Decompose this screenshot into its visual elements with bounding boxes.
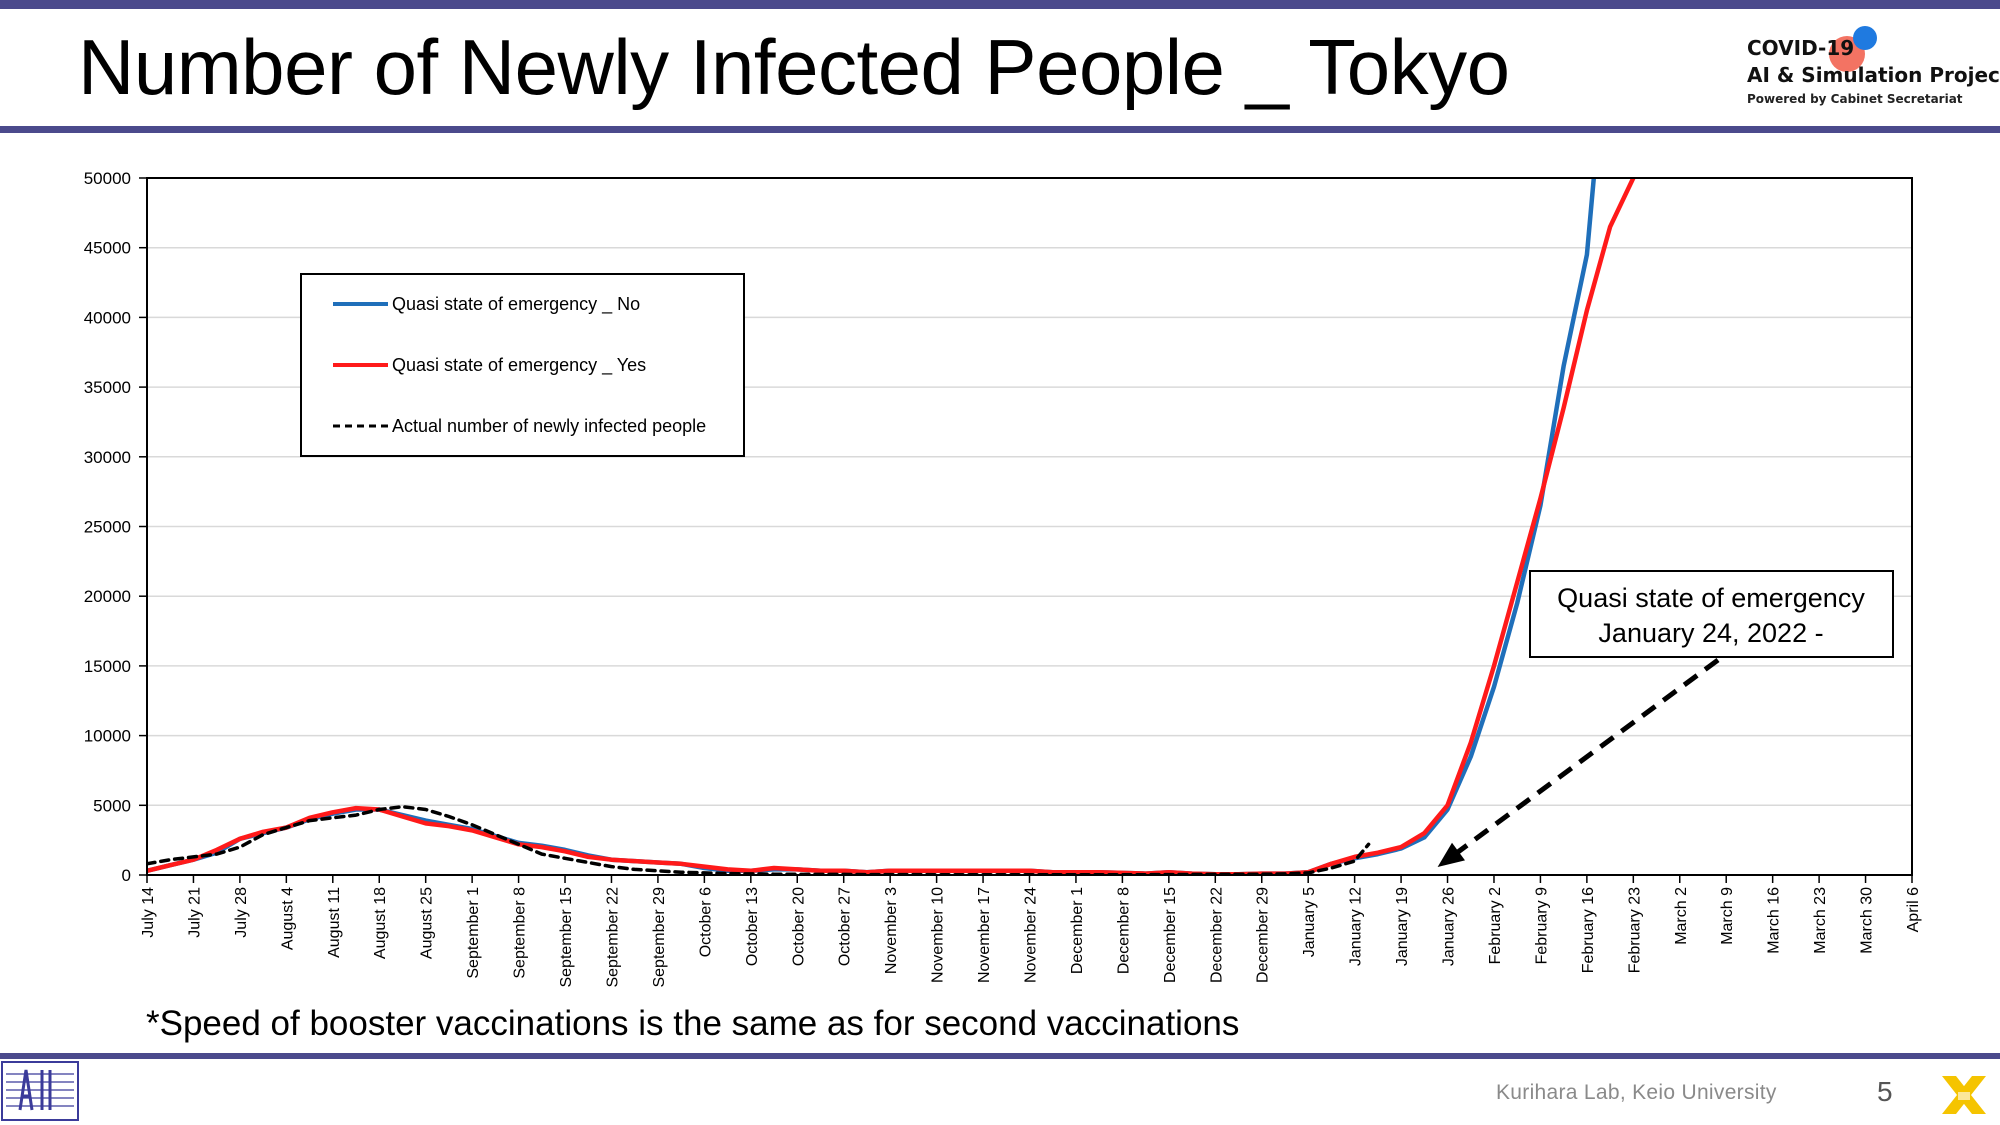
x-tick-label: March 9 bbox=[1719, 887, 1736, 945]
y-tick-label: 40000 bbox=[84, 308, 131, 327]
annotation-line1: Quasi state of emergency bbox=[1557, 583, 1865, 613]
x-tick-label: July 14 bbox=[140, 887, 157, 938]
x-tick-label: November 3 bbox=[883, 887, 900, 974]
x-tick-label: October 6 bbox=[697, 887, 714, 957]
annotation-arrowhead bbox=[1437, 842, 1465, 867]
x-tick-label: February 9 bbox=[1533, 887, 1550, 964]
footnote: *Speed of booster vaccinations is the sa… bbox=[146, 1004, 1240, 1043]
y-tick-label: 25000 bbox=[84, 518, 131, 537]
top-accent-bar bbox=[0, 0, 2000, 9]
x-tick-label: August 4 bbox=[279, 887, 296, 950]
x-tick-label: November 17 bbox=[976, 887, 993, 983]
x-tick-label: October 13 bbox=[744, 887, 761, 966]
x-tick-label: August 18 bbox=[372, 887, 389, 959]
y-tick-label: 20000 bbox=[84, 587, 131, 606]
x-tick-label: December 8 bbox=[1115, 887, 1132, 974]
annotation-line2: January 24, 2022 - bbox=[1598, 618, 1823, 648]
logo-title-line1: COVID-19 bbox=[1747, 36, 1855, 60]
x-tick-label: November 24 bbox=[1023, 887, 1040, 983]
y-tick-label: 30000 bbox=[84, 448, 131, 467]
logo-blue-circle bbox=[1853, 26, 1877, 50]
x-tick-label: October 27 bbox=[837, 887, 854, 966]
x-tick-label: July 28 bbox=[233, 887, 250, 938]
x-tick-label: February 2 bbox=[1487, 887, 1504, 964]
x-tick-label: April 6 bbox=[1905, 887, 1922, 932]
infections-line-chart: 0 5000 10000 15000 20000 25000 30000 35000 40000… bbox=[84, 169, 1922, 988]
y-axis-ticks: 0 5000 10000 15000 20000 25000 30000 35000 40000… bbox=[84, 169, 147, 885]
x-axis-ticks: July 14 July 21 July 28 August 4 August 11 Au… bbox=[140, 875, 1922, 988]
x-tick-label: September 22 bbox=[604, 887, 621, 988]
series-line-actual bbox=[147, 804, 1371, 875]
emergency-annotation: Quasi state of emergency January 24, 202… bbox=[1437, 570, 1894, 867]
covid-project-logo: COVID-19 AI & Simulation Project Powered… bbox=[1745, 22, 2000, 117]
annotation-box bbox=[1529, 570, 1894, 658]
x-tick-label: August 11 bbox=[326, 887, 343, 958]
x-tick-label: December 22 bbox=[1208, 887, 1225, 983]
x-tick-label: January 5 bbox=[1301, 887, 1318, 957]
y-tick-label: 0 bbox=[122, 866, 131, 885]
footer-lab-name: Kurihara Lab, Keio University bbox=[1496, 1081, 1777, 1104]
legend-label-yes: Quasi state of emergency _ Yes bbox=[392, 355, 646, 376]
legend-label-actual: Actual number of newly infected people bbox=[392, 416, 706, 436]
y-tick-label: 50000 bbox=[84, 169, 131, 188]
x-tick-label: February 23 bbox=[1626, 887, 1643, 973]
plot-frame bbox=[146, 177, 1913, 876]
logo-title-line2: AI & Simulation Project bbox=[1747, 63, 2000, 87]
annotation-arrow bbox=[1450, 657, 1720, 859]
x-tick-label: December 1 bbox=[1069, 887, 1086, 974]
y-tick-label: 5000 bbox=[93, 796, 131, 815]
x-tick-label: September 29 bbox=[651, 887, 668, 988]
y-tick-label: 35000 bbox=[84, 378, 131, 397]
x-tick-label: December 29 bbox=[1255, 887, 1272, 983]
logo-subtitle: Powered by Cabinet Secretariat bbox=[1747, 92, 1963, 106]
x-tick-label: November 10 bbox=[930, 887, 947, 983]
x-tick-label: October 20 bbox=[790, 887, 807, 966]
y-tick-label: 45000 bbox=[84, 239, 131, 258]
series-line-yes bbox=[147, 178, 1636, 875]
y-tick-label: 10000 bbox=[84, 727, 131, 746]
x-tick-label: January 26 bbox=[1441, 887, 1458, 966]
x-tick-label: September 1 bbox=[465, 887, 482, 979]
x-tick-label: July 21 bbox=[186, 887, 203, 938]
x-tick-label: January 12 bbox=[1348, 887, 1365, 966]
x-tick-label: September 8 bbox=[512, 887, 529, 979]
x-tick-label: March 23 bbox=[1812, 887, 1829, 954]
chart-legend: Quasi state of emergency _ No Quasi stat… bbox=[300, 273, 745, 457]
bottom-accent-bar bbox=[0, 1053, 2000, 1059]
x-tick-label: August 25 bbox=[419, 887, 436, 959]
x-tick-label: March 30 bbox=[1859, 887, 1876, 954]
x-tick-label: March 16 bbox=[1766, 887, 1783, 954]
kurihara-lab-logo bbox=[1, 1061, 79, 1121]
x-tick-label: September 15 bbox=[558, 887, 575, 988]
x-tick-label: February 16 bbox=[1580, 887, 1597, 973]
legend-label-no: Quasi state of emergency _ No bbox=[392, 294, 640, 315]
title-underline-bar bbox=[0, 126, 2000, 133]
page-title: Number of Newly Infected People _ Tokyo bbox=[78, 23, 1510, 111]
y-tick-label: 15000 bbox=[84, 657, 131, 676]
page-number: 5 bbox=[1877, 1076, 1893, 1107]
keio-pen-logo bbox=[1942, 1076, 1986, 1114]
x-tick-label: March 2 bbox=[1673, 887, 1690, 945]
x-tick-label: January 19 bbox=[1394, 887, 1411, 966]
x-tick-label: December 15 bbox=[1162, 887, 1179, 983]
